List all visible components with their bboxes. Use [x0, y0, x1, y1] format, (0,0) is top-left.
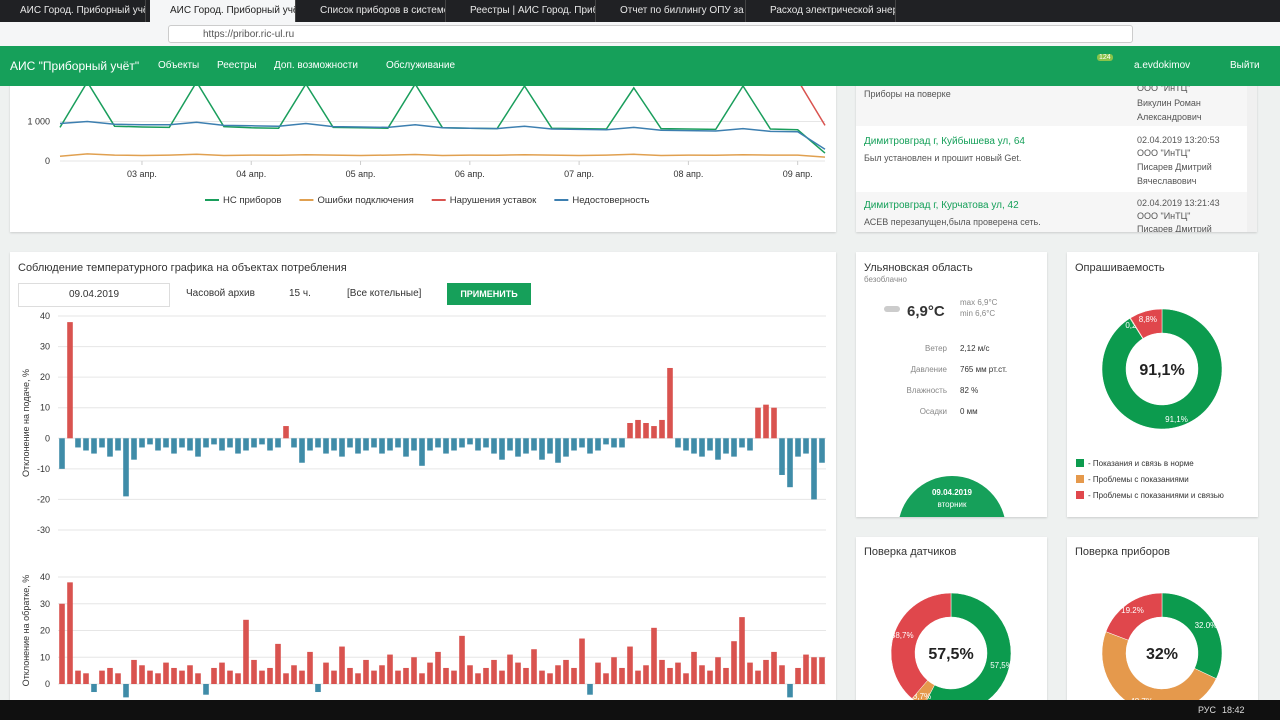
weather-key: Ветер [925, 344, 947, 353]
select[interactable]: [Все котельные] [347, 288, 422, 299]
weather-region: Ульяновская область [864, 262, 973, 274]
event-org: ООО "ИнТЦ" [1137, 83, 1191, 93]
weather-min: min 6,6°C [960, 309, 996, 318]
weather-panel: Ульяновская область безоблачно 6,9°C max… [856, 252, 1047, 517]
weather-value: 2,12 м/с [960, 344, 990, 353]
event-org: ООО "ИнТЦ" [1137, 148, 1191, 158]
top-chart-panel [10, 80, 836, 232]
panel-title: Поверка приборов [1075, 546, 1170, 558]
weather-key: Осадки [919, 407, 947, 416]
navbar: АИС "Приборный учёт" Объекты Реестры Доп… [0, 46, 1280, 86]
panel-title: Поверка датчиков [864, 546, 957, 558]
tab[interactable]: Расход электрической энерг [750, 0, 896, 22]
tab[interactable]: Реестры | АИС Город. Прибо [450, 0, 596, 22]
lang: РУС [1198, 705, 1217, 715]
menu-item[interactable]: Доп. возможности [274, 60, 358, 71]
url-bar[interactable]: https://pribor.ric-ul.ru [168, 25, 1133, 43]
tab[interactable]: Список приборов в системе [300, 0, 446, 22]
event-date: 02.04.2019 13:20:53 [1137, 135, 1220, 145]
event-text: Приборы на поверке [864, 89, 951, 99]
clock: 18:42 [1222, 705, 1245, 715]
tab[interactable]: Отчет по биллингу ОПУ за 0 [600, 0, 746, 22]
scrollbar[interactable] [1247, 80, 1257, 232]
user-menu[interactable]: a.evdokimov [1134, 60, 1191, 71]
tab-bar: АИС Город. Приборный учёт АИС Город. При… [0, 0, 1280, 22]
temp-panel [10, 252, 836, 712]
logout[interactable]: Выйти [1230, 60, 1260, 71]
apply-button[interactable]: ПРИМЕНИТЬ [447, 283, 531, 305]
date-input[interactable]: 09.04.2019 [18, 283, 170, 307]
menu-item[interactable]: Объекты [158, 60, 200, 71]
weather-key: Давление [910, 365, 947, 374]
weather-value: 0 мм [960, 407, 978, 416]
badge: 124 [1097, 54, 1113, 61]
weather-temp: 6,9°C [907, 303, 945, 320]
event-person: Писарев Дмитрий Вячеславович [1137, 162, 1212, 186]
event-person: Викулин Роман Александрович [1137, 98, 1202, 122]
menu-item[interactable]: Реестры [217, 60, 257, 71]
taskbar: РУС 18:42 [0, 700, 1280, 720]
select[interactable]: Часовой архив [186, 288, 255, 299]
event-text: АСЕВ перезапущен,была проверена сеть. [864, 217, 1041, 227]
event-text: Был установлен и прошит новый Get. [864, 153, 1022, 163]
event-person: Писарев Дмитрий [1137, 224, 1212, 232]
weather-sky: безоблачно [864, 275, 907, 284]
event-org: ООО "ИнТЦ" [1137, 211, 1191, 221]
tab[interactable]: АИС Город. Приборный учёт [0, 0, 146, 22]
event-date: 02.04.2019 13:21:43 [1137, 198, 1220, 208]
event-address[interactable]: Димитровград г, Курчатова ул, 42 [864, 200, 1019, 211]
panel-title: Соблюдение температурного графика на объ… [18, 262, 347, 274]
event-row [856, 80, 1247, 126]
day-weekday: вторник [937, 500, 967, 509]
tab[interactable]: АИС Город. Приборный учёт [150, 0, 296, 22]
weather-key: Влажность [906, 386, 947, 395]
select[interactable]: 15 ч. [289, 288, 311, 299]
event-row [856, 192, 1247, 232]
donut-panel: Поверка датчиков [856, 537, 1047, 717]
panel-title: Опрашиваемость [1075, 262, 1165, 274]
brand[interactable]: АИС "Приборный учёт" [10, 59, 140, 73]
donut-panel: Опрашиваемость [1067, 252, 1258, 517]
donut-panel: Поверка приборов [1067, 537, 1258, 717]
weather-icon [884, 306, 900, 312]
event-address[interactable]: Димитровград г, Куйбышева ул, 64 [864, 136, 1025, 147]
menu-item[interactable]: Обслуживание [386, 60, 456, 71]
weather-max: max 6,9°C [960, 298, 998, 307]
day-date: 09.04.2019 [931, 488, 973, 497]
events-panel: Приборы на поверке ООО "ИнТЦ" Викулин Ро… [856, 80, 1257, 232]
weather-value: 765 мм рт.ст. [960, 365, 1008, 374]
weather-value: 82 % [960, 386, 979, 395]
